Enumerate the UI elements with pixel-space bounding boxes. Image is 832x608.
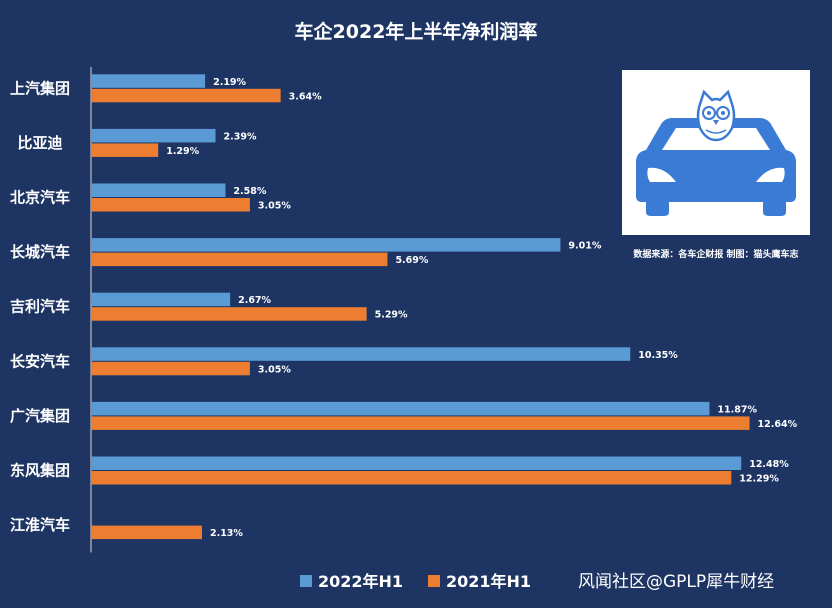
data-label: 2.39% [224,131,257,142]
data-label: 3.05% [258,201,291,212]
category-label: 东风集团 [10,462,70,480]
data-label: 3.05% [258,364,291,375]
data-label: 5.69% [395,255,428,266]
category-label: 比亚迪 [17,134,62,152]
legend-swatch-2021 [428,575,440,587]
bar-2022 [91,347,631,361]
data-label: 9.01% [568,241,601,252]
bar-2021 [91,198,250,212]
category-label: 江淮汽车 [10,516,70,534]
data-label: 2.67% [238,295,271,306]
bar-2022 [91,456,742,470]
bar-2021 [91,361,250,376]
legend-label-2021: 2021年H1 [446,572,531,591]
category-label: 北京汽车 [10,189,70,207]
data-label: 3.64% [289,91,322,102]
bar-2021 [91,416,750,430]
plot-area: 上汽集团 2.19% 3.64% 比亚迪 2.39% 1.29% 北京汽车 2.58% 3.05… [10,67,798,553]
data-label: 2.13% [210,528,243,539]
legend-label-2022: 2022年H1 [318,572,403,591]
source-note: 数据来源：各车企财报 制图：猫头鹰车志 [633,248,798,260]
bar-2022 [91,183,226,197]
legend: 2022年H1 2021年H1 [300,572,531,591]
owl-car-logo-icon [622,70,810,235]
data-label: 10.35% [638,350,678,361]
data-label: 12.48% [749,459,789,470]
bar-2021 [91,88,281,103]
bar-2022 [91,238,561,252]
data-label: 2.19% [213,77,246,88]
bar-2021 [91,525,202,540]
bar-2021 [91,143,159,157]
bar-2022 [91,292,231,307]
bar-2022 [91,74,206,88]
bar-2021 [91,471,732,485]
data-label: 12.64% [758,419,798,430]
data-label: 2.58% [233,186,266,197]
data-label: 1.29% [166,146,199,157]
category-label: 广汽集团 [10,407,70,425]
legend-swatch-2022 [300,575,312,587]
bar-2022 [91,128,216,143]
watermark: 风闻社区@GPLP犀牛财经 [578,572,774,592]
data-label: 11.87% [717,404,757,415]
category-label: 吉利汽车 [10,298,70,316]
category-label: 长城汽车 [10,243,70,261]
category-label: 上汽集团 [10,79,70,97]
category-label: 长安汽车 [10,352,70,370]
bar-2021 [91,252,388,267]
data-label: 5.29% [375,310,408,321]
data-label: 12.29% [739,474,779,485]
chart-title: 车企2022年上半年净利润率 [295,20,538,43]
bar-2021 [91,307,367,321]
bar-2022 [91,401,710,416]
